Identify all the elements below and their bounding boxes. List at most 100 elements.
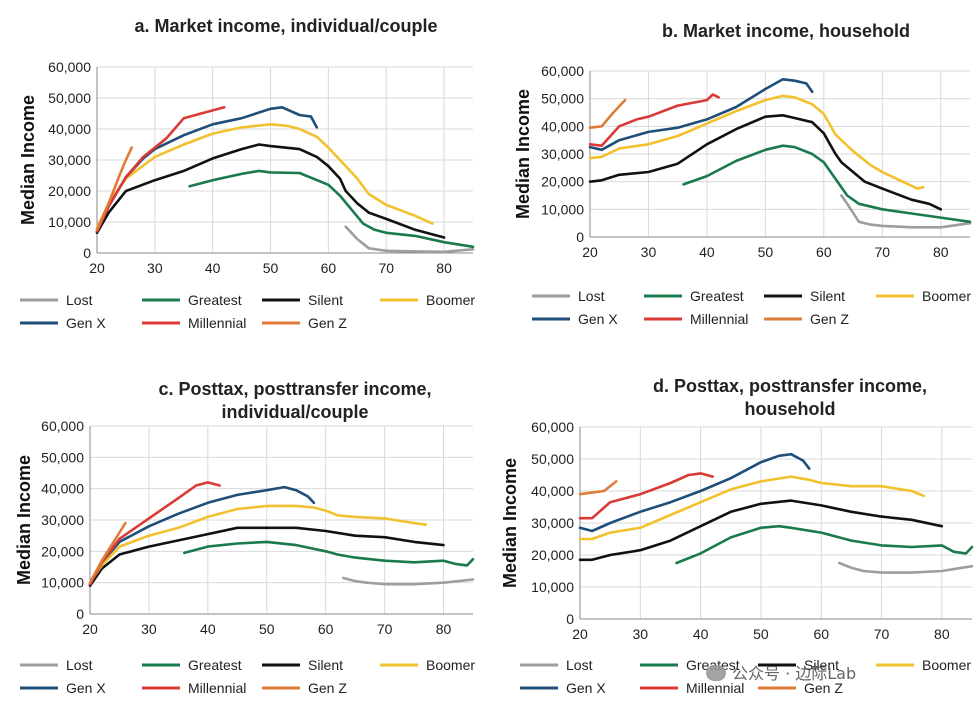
y-tick-label: 20,000 bbox=[541, 174, 584, 190]
x-tick-label: 20 bbox=[582, 244, 598, 260]
series-line-lost bbox=[838, 561, 974, 574]
legend-label: Gen Z bbox=[810, 311, 849, 327]
legend-entry-boomer: Boomer bbox=[876, 288, 971, 304]
x-tick-label: 20 bbox=[572, 626, 588, 642]
y-tick-label: 0 bbox=[566, 611, 574, 627]
x-tick-label: 50 bbox=[758, 244, 774, 260]
series-line-greatest bbox=[183, 540, 475, 567]
y-tick-label: 50,000 bbox=[531, 451, 574, 467]
y-axis-title: Median Income bbox=[18, 95, 38, 225]
wechat-icon bbox=[706, 665, 726, 681]
y-tick-label: 40,000 bbox=[48, 121, 91, 137]
legend-label: Greatest bbox=[188, 657, 242, 673]
legend-label: Silent bbox=[308, 292, 343, 308]
series-line-gen-z bbox=[588, 98, 627, 129]
y-tick-label: 20,000 bbox=[41, 543, 84, 559]
legend-entry-millennial: Millennial bbox=[142, 680, 246, 696]
y-tick-label: 60,000 bbox=[41, 418, 84, 434]
y-tick-label: 60,000 bbox=[541, 63, 584, 79]
chart-title: individual/couple bbox=[221, 402, 368, 422]
series-line-boomer bbox=[588, 94, 925, 190]
legend-entry-greatest: Greatest bbox=[142, 292, 242, 308]
y-tick-label: 0 bbox=[76, 606, 84, 622]
chart-panel-1: a. Market income, individual/couple Media… bbox=[18, 16, 475, 331]
series-line-gen-x bbox=[578, 452, 811, 533]
legend-entry-lost: Lost bbox=[520, 657, 593, 673]
y-tick-label: 10,000 bbox=[541, 201, 584, 217]
x-tick-label: 60 bbox=[318, 621, 334, 637]
legend-entry-gen-x: Gen X bbox=[532, 311, 618, 327]
x-tick-label: 40 bbox=[693, 626, 709, 642]
series-line-lost bbox=[840, 194, 972, 229]
legend-entry-greatest: Greatest bbox=[644, 288, 744, 304]
legend-label: Boomer bbox=[426, 292, 475, 308]
x-tick-label: 70 bbox=[875, 244, 891, 260]
legend-label: Millennial bbox=[686, 680, 744, 696]
series-line-boomer bbox=[578, 475, 926, 541]
legend-entry-lost: Lost bbox=[532, 288, 605, 304]
y-tick-label: 20,000 bbox=[48, 183, 91, 199]
x-tick-label: 20 bbox=[89, 260, 105, 276]
legend-label: Boomer bbox=[426, 657, 475, 673]
y-tick-label: 0 bbox=[576, 229, 584, 245]
series-line-boomer bbox=[88, 504, 428, 584]
series-line-silent bbox=[588, 114, 943, 211]
watermark: 公众号 · 边际Lab bbox=[706, 660, 856, 684]
y-tick-label: 40,000 bbox=[541, 118, 584, 134]
y-axis-title: Median Income bbox=[500, 458, 520, 588]
y-tick-label: 40,000 bbox=[41, 481, 84, 497]
legend-label: Lost bbox=[566, 657, 593, 673]
legend-label: Gen Z bbox=[308, 315, 347, 331]
legend-label: Gen X bbox=[66, 315, 106, 331]
series-line-gen-z bbox=[88, 521, 127, 584]
y-tick-label: 30,000 bbox=[531, 515, 574, 531]
legend-label: Gen Z bbox=[804, 680, 843, 696]
legend-label: Gen X bbox=[578, 311, 618, 327]
watermark-text: 公众号 · 边际Lab bbox=[732, 664, 857, 683]
chart-title: a. Market income, individual/couple bbox=[134, 16, 437, 36]
x-tick-label: 70 bbox=[874, 626, 890, 642]
series-line-millennial bbox=[588, 93, 720, 147]
chart-panel-2: b. Market income, household Median Income… bbox=[513, 21, 971, 327]
legend-entry-silent: Silent bbox=[262, 292, 343, 308]
chart-title: b. Market income, household bbox=[662, 21, 910, 41]
y-axis-title: Median Income bbox=[513, 89, 533, 219]
y-tick-label: 10,000 bbox=[48, 214, 91, 230]
legend-label: Silent bbox=[810, 288, 845, 304]
x-tick-label: 20 bbox=[82, 621, 98, 637]
y-tick-label: 50,000 bbox=[48, 90, 91, 106]
y-tick-label: 40,000 bbox=[531, 483, 574, 499]
series-line-gen-z bbox=[95, 146, 133, 232]
x-tick-label: 40 bbox=[205, 260, 221, 276]
x-tick-label: 70 bbox=[378, 260, 394, 276]
legend-entry-gen-x: Gen X bbox=[20, 315, 106, 331]
y-tick-label: 0 bbox=[83, 245, 91, 261]
y-tick-label: 30,000 bbox=[541, 146, 584, 162]
y-tick-label: 60,000 bbox=[48, 59, 91, 75]
series-line-greatest bbox=[675, 524, 974, 565]
series-line-millennial bbox=[578, 472, 714, 520]
x-tick-label: 40 bbox=[699, 244, 715, 260]
legend-entry-gen-x: Gen X bbox=[20, 680, 106, 696]
series-line-lost bbox=[344, 225, 475, 254]
legend-label: Millennial bbox=[690, 311, 748, 327]
x-tick-label: 30 bbox=[147, 260, 163, 276]
series-line-gen-x bbox=[88, 485, 316, 586]
chart-title: household bbox=[745, 399, 836, 419]
legend-entry-millennial: Millennial bbox=[640, 680, 744, 696]
series-line-boomer bbox=[95, 123, 434, 230]
x-tick-label: 80 bbox=[436, 621, 452, 637]
x-tick-label: 80 bbox=[933, 244, 949, 260]
legend-label: Silent bbox=[804, 657, 839, 673]
legend-entry-gen-z: Gen Z bbox=[758, 680, 843, 696]
chart-panel-3: c. Posttax, posttransfer income, individu… bbox=[14, 379, 475, 696]
y-tick-label: 60,000 bbox=[531, 419, 574, 435]
legend-entry-silent: Silent bbox=[764, 288, 845, 304]
y-tick-label: 10,000 bbox=[41, 575, 84, 591]
series-line-silent bbox=[88, 526, 445, 588]
legend-entry-silent: Silent bbox=[262, 657, 343, 673]
x-tick-label: 30 bbox=[633, 626, 649, 642]
legend-label: Gen X bbox=[566, 680, 606, 696]
x-tick-label: 40 bbox=[200, 621, 216, 637]
